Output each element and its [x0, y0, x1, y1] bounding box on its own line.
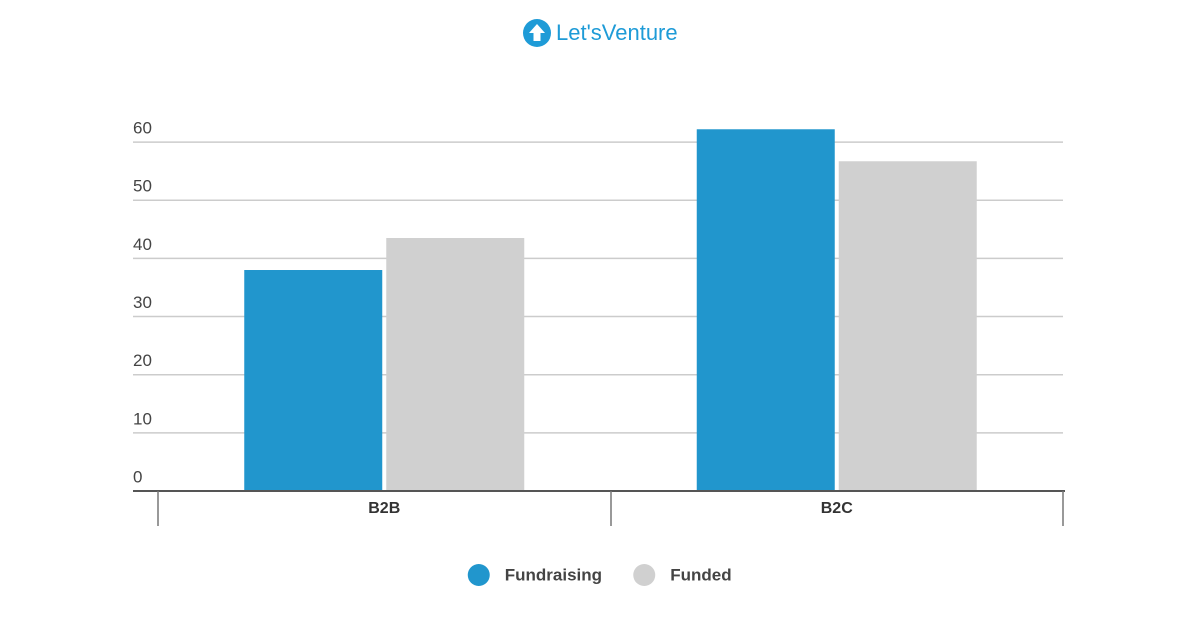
y-tick-label: 10 [133, 409, 152, 428]
legend-marker [467, 564, 490, 586]
logo: Let'sVenture [523, 19, 678, 47]
x-tick-label: B2B [368, 500, 400, 517]
y-tick-label: 40 [133, 235, 152, 254]
y-tick-label: 0 [133, 467, 142, 486]
x-tick-label: B2C [821, 500, 853, 517]
bar [244, 270, 383, 491]
y-tick-label: 30 [133, 293, 152, 312]
logo-text: Let'sVenture [556, 20, 678, 45]
legend-label: Funded [670, 565, 731, 584]
y-tick-label: 60 [133, 119, 152, 138]
legend-marker [633, 564, 656, 586]
logo-arrow [529, 24, 545, 41]
bar [386, 238, 525, 491]
bar [838, 161, 977, 491]
y-tick-label: 50 [133, 177, 152, 196]
bar [696, 129, 835, 491]
legend-label: Fundraising [505, 565, 602, 584]
y-tick-label: 20 [133, 351, 152, 370]
